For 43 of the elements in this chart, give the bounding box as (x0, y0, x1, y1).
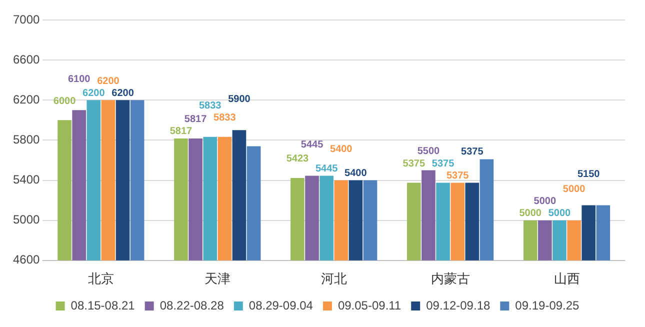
data-label: 5375 (432, 158, 455, 170)
data-label: 6100 (68, 74, 91, 85)
data-label: 5375 (402, 158, 426, 170)
x-tick-label: 北京 (88, 270, 114, 286)
y-tick-label: 5400 (12, 172, 40, 187)
data-label: 5423 (286, 154, 310, 165)
y-tick-label: 4600 (12, 252, 40, 267)
legend-label: 08.22-08.28 (160, 298, 224, 312)
y-tick-label: 5800 (12, 132, 40, 147)
data-label: 5833 (214, 112, 236, 124)
data-label: 5817 (170, 126, 193, 138)
data-label: 5833 (198, 100, 222, 112)
data-label: 6200 (82, 88, 106, 99)
data-label: 5445 (315, 164, 338, 175)
data-label: 5500 (417, 146, 440, 157)
data-label: 5000 (562, 184, 586, 196)
legend-label: 09.12-09.18 (426, 298, 490, 312)
x-tick-label: 河北 (320, 270, 347, 286)
data-label: 5400 (330, 144, 353, 156)
x-tick-label: 山西 (554, 270, 580, 286)
data-label: 5900 (228, 94, 251, 105)
legend-label: 09.19-09.25 (515, 298, 580, 312)
data-label: 5000 (548, 208, 572, 220)
data-label: 5000 (534, 196, 556, 208)
data-label: 5000 (519, 208, 542, 220)
data-label: 6200 (97, 76, 120, 87)
data-label: 5375 (446, 170, 470, 182)
y-tick-label: 7000 (12, 12, 40, 26)
data-label: 5375 (461, 146, 484, 158)
y-tick-label: 6200 (12, 92, 40, 106)
data-label: 5150 (577, 169, 600, 180)
x-tick-label: 天津 (204, 270, 230, 286)
legend-label: 09.05-09.11 (338, 298, 402, 312)
legend-label: 08.15-08.21 (70, 298, 136, 312)
data-label: 5445 (300, 140, 324, 151)
data-label: 6000 (53, 96, 76, 107)
y-tick-label: 6600 (12, 52, 40, 66)
data-label: 6200 (112, 88, 134, 99)
data-label: 5817 (184, 114, 208, 126)
y-tick-label: 5000 (12, 212, 40, 227)
data-label: 5400 (344, 168, 368, 180)
legend-label: 08.29-09.04 (248, 298, 314, 312)
x-tick-label: 内蒙古 (430, 270, 470, 286)
